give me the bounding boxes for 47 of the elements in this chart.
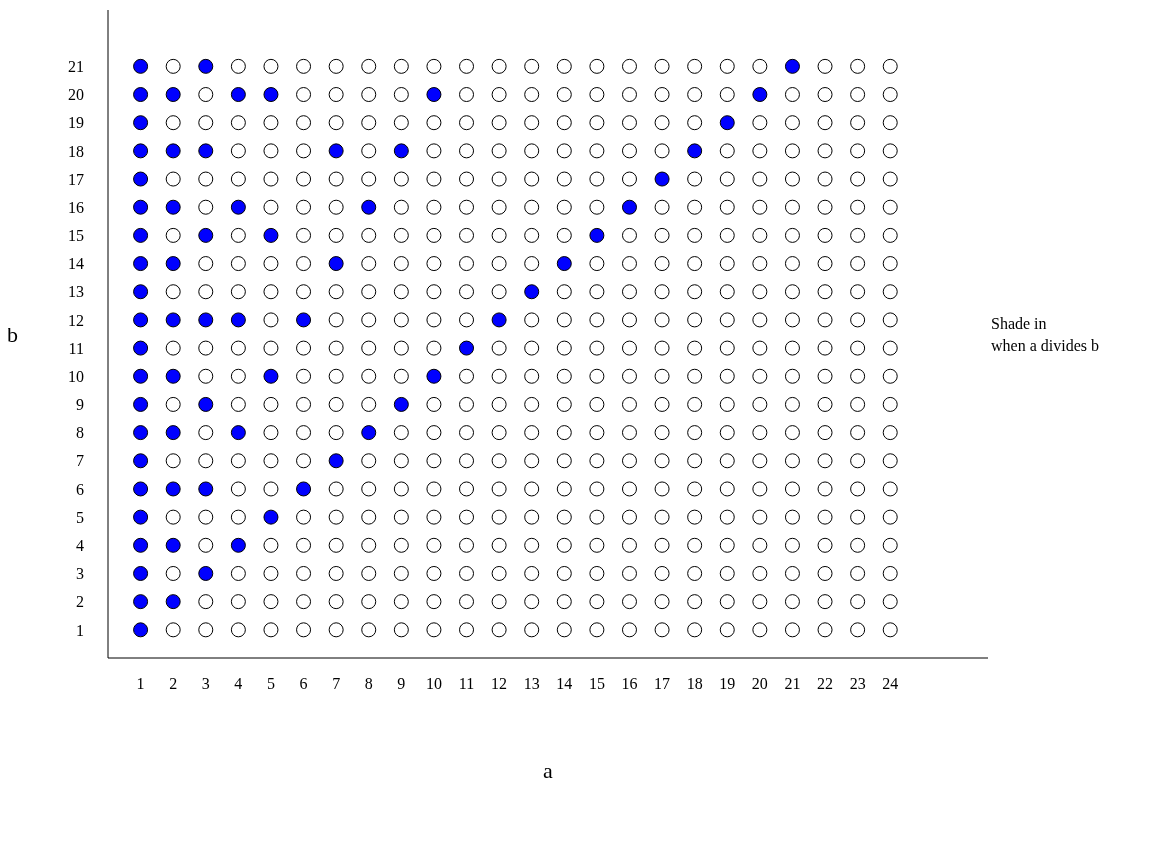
y-tick-label: 17 xyxy=(68,170,84,188)
y-tick-label: 19 xyxy=(68,114,84,132)
y-tick-label: 4 xyxy=(76,536,84,554)
x-tick-label: 12 xyxy=(491,675,508,693)
x-tick-label: 23 xyxy=(849,675,866,693)
y-tick-label: 3 xyxy=(76,565,84,583)
y-tick-label: 20 xyxy=(68,86,84,104)
x-tick-label: 17 xyxy=(654,675,671,693)
y-tick-label: 21 xyxy=(68,58,84,76)
x-tick-label: 8 xyxy=(364,675,373,693)
y-tick-label: 18 xyxy=(68,142,84,160)
y-tick-label: 16 xyxy=(68,198,84,216)
x-tick-label: 3 xyxy=(201,675,210,693)
x-axis-title: a xyxy=(543,758,554,783)
y-tick-label: 5 xyxy=(76,508,84,526)
x-tick-label: 22 xyxy=(817,675,834,693)
y-tick-label: 1 xyxy=(76,621,84,639)
y-tick-label: 12 xyxy=(68,311,84,329)
y-tick-label: 15 xyxy=(68,227,84,245)
x-tick-label: 18 xyxy=(686,675,703,693)
x-tick-label: 1 xyxy=(136,675,145,693)
y-tick-label: 14 xyxy=(68,255,84,273)
x-tick-label: 14 xyxy=(556,675,573,693)
x-tick-label: 24 xyxy=(882,675,899,693)
y-tick-label: 11 xyxy=(68,339,84,357)
y-tick-label: 9 xyxy=(76,396,84,414)
x-tick-label: 4 xyxy=(234,675,243,693)
y-tick-label: 8 xyxy=(76,424,84,442)
y-tick-label: 7 xyxy=(76,452,84,470)
x-tick-label: 2 xyxy=(169,675,178,693)
x-tick-label: 9 xyxy=(397,675,406,693)
x-tick-label: 20 xyxy=(751,675,768,693)
x-tick-label: 15 xyxy=(588,675,605,693)
y-tick-label: 6 xyxy=(76,480,84,498)
x-tick-label: 7 xyxy=(332,675,341,693)
x-tick-label: 19 xyxy=(719,675,736,693)
y-tick-label: 10 xyxy=(68,367,84,385)
x-tick-label: 5 xyxy=(266,675,275,693)
x-tick-label: 6 xyxy=(299,675,308,693)
text: Shade in when a divides b xyxy=(991,314,1099,356)
x-tick-label: 21 xyxy=(784,675,801,693)
x-tick-label: 10 xyxy=(425,675,442,693)
y-tick-label: 13 xyxy=(68,283,84,301)
y-tick-label: 2 xyxy=(76,593,84,611)
x-tick-label: 11 xyxy=(458,675,475,693)
x-tick-label: 16 xyxy=(621,675,638,693)
x-tick-label: 13 xyxy=(523,675,540,693)
